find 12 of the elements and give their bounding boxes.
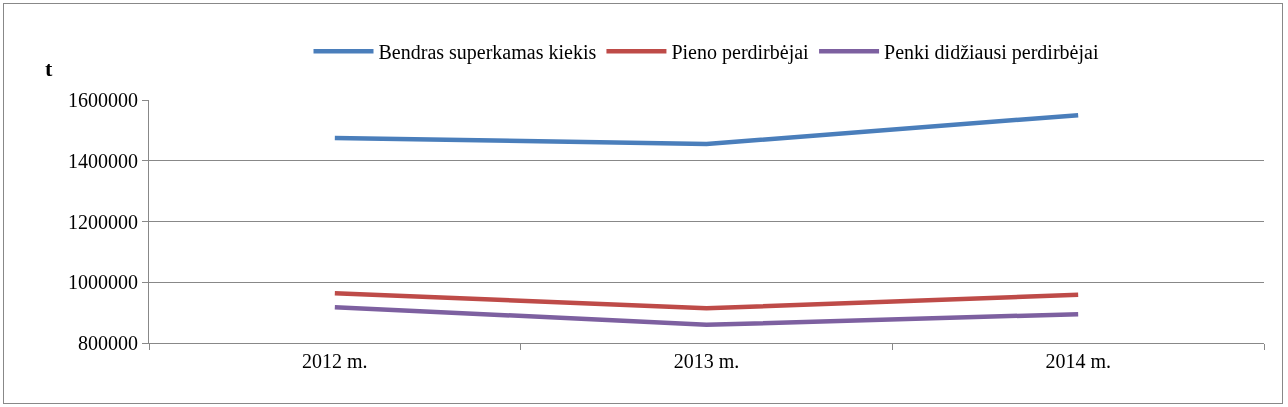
x-tick-label: 2014 m. — [1045, 350, 1111, 372]
legend-label: Penki didžiausi perdirbėjai — [884, 41, 1099, 65]
y-tick-label: 800000 — [78, 332, 138, 354]
x-tick-label: 2012 m. — [302, 350, 368, 372]
legend-label: Bendras superkamas kiekis — [378, 41, 597, 65]
y-tick-label: 1400000 — [68, 149, 138, 172]
x-tick-label: 2013 m. — [673, 350, 740, 372]
legend-label: Pieno perdirbėjai — [671, 41, 810, 65]
y-tick-label: 1000000 — [68, 271, 138, 294]
y-tick-label: 1200000 — [68, 210, 138, 233]
y-axis-title: t — [45, 56, 53, 81]
y-tick-label: 1600000 — [68, 89, 138, 111]
